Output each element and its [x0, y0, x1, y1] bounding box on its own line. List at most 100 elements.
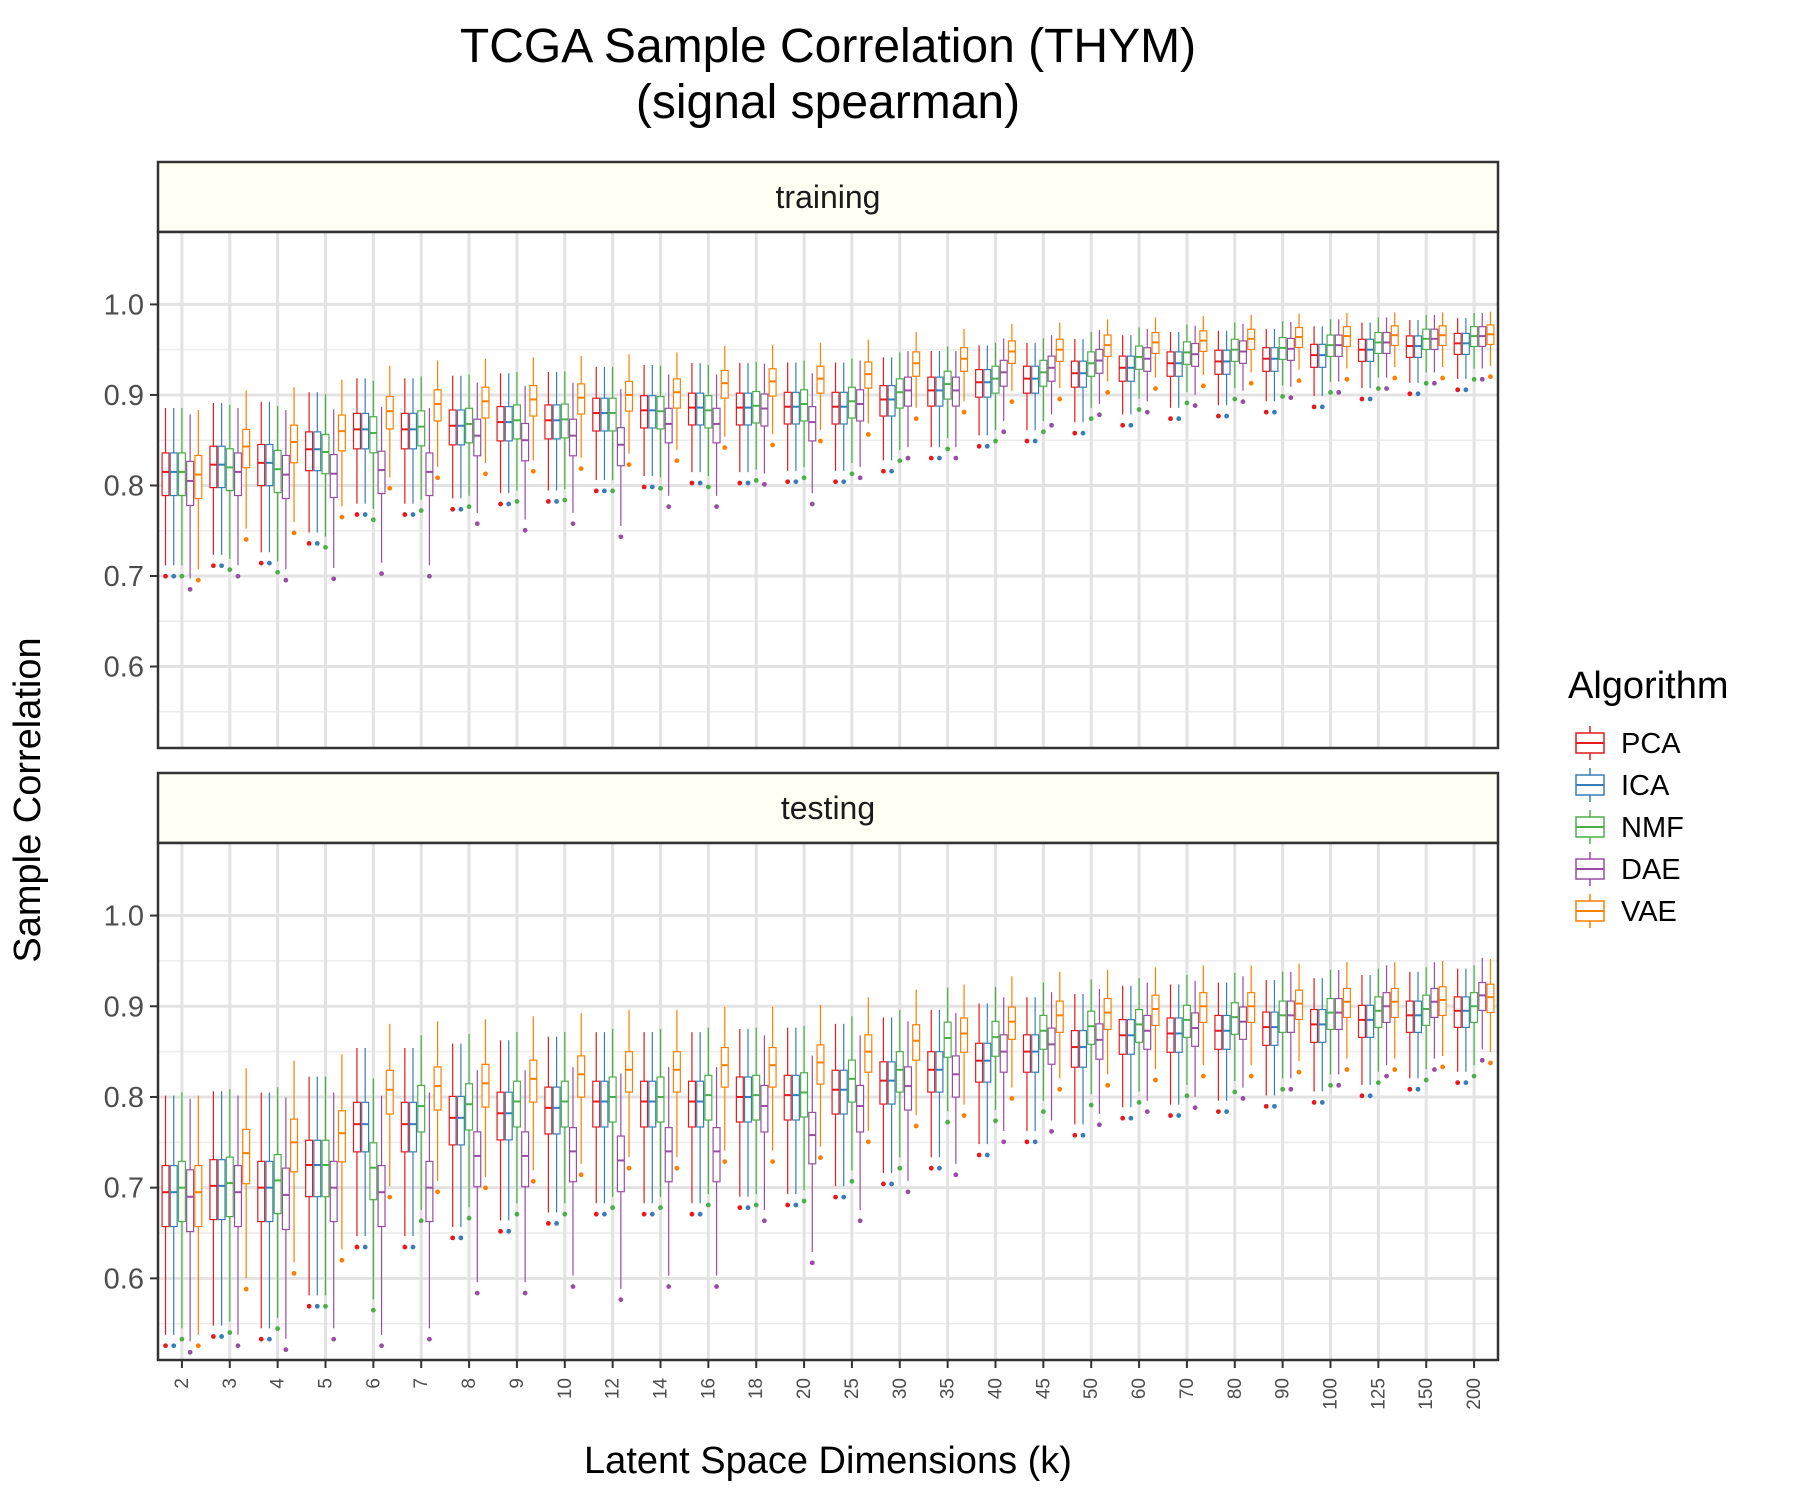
outlier-point — [1032, 438, 1038, 444]
outlier-point — [1344, 376, 1350, 382]
box-dae-k5 — [329, 409, 338, 582]
box-pca-k150 — [1405, 971, 1414, 1092]
outlier-point — [1105, 1082, 1111, 1088]
box-vae-k14 — [672, 1009, 681, 1171]
box-dae-k125 — [1382, 317, 1391, 391]
box-pca-k30 — [879, 1017, 888, 1187]
box-pca-k9 — [496, 1040, 505, 1234]
outlier-point — [809, 501, 815, 507]
box-nmf-k8 — [465, 1034, 474, 1221]
box-ica-k50 — [1078, 339, 1088, 436]
box-dae-k25 — [856, 1035, 865, 1224]
box-vae-k9 — [529, 1016, 538, 1184]
box-vae-k45 — [1055, 971, 1064, 1092]
outlier-point — [1367, 1093, 1373, 1099]
box-dae-k10 — [568, 382, 578, 527]
box-nmf-k10 — [560, 1032, 569, 1217]
box-vae-k80 — [1247, 965, 1256, 1079]
box-nmf-k125 — [1374, 968, 1383, 1086]
box-pca-k60 — [1118, 985, 1127, 1121]
box-pca-k50 — [1070, 994, 1079, 1138]
outlier-point — [275, 1326, 281, 1332]
outlier-point — [1024, 438, 1030, 444]
box-pca-k14 — [640, 1032, 649, 1217]
outlier-point — [1080, 1132, 1086, 1138]
legend-label: ICA — [1621, 770, 1670, 802]
box-ica-k4 — [265, 401, 274, 566]
box-nmf-k2 — [177, 1092, 186, 1342]
box-vae-k2 — [194, 409, 203, 583]
box-dae-k40 — [999, 338, 1008, 435]
y-tick-label: 0.8 — [104, 1082, 144, 1114]
outlier-point — [227, 1330, 233, 1335]
box-pca-k10 — [544, 371, 553, 504]
box-ica-k70 — [1174, 984, 1183, 1118]
box-ica-k25 — [839, 1023, 848, 1200]
box-nmf-k18 — [752, 361, 761, 483]
box-pca-k18 — [735, 1028, 744, 1211]
x-tick-label: 125 — [1368, 1378, 1389, 1410]
outlier-point — [818, 438, 823, 444]
box-pca-k50 — [1070, 339, 1079, 436]
box-vae-k150 — [1438, 961, 1447, 1070]
box-pca-k2 — [161, 1095, 170, 1349]
outlier-point — [314, 1303, 320, 1309]
outlier-point — [626, 462, 632, 468]
x-tick-label: 200 — [1464, 1378, 1485, 1410]
outlier-point — [793, 1202, 799, 1208]
box-dae-k8 — [473, 382, 482, 527]
box-vae-k10 — [577, 1013, 586, 1178]
box-dae-k8 — [473, 1070, 482, 1296]
box-vae-k90 — [1294, 313, 1304, 384]
outlier-point — [737, 1205, 743, 1211]
box-ica-k150 — [1413, 971, 1423, 1092]
box-nmf-k5 — [321, 1076, 330, 1309]
outlier-point — [1440, 375, 1446, 381]
outlier-point — [291, 1270, 297, 1276]
box-dae-k35 — [951, 351, 960, 461]
outlier-point — [1128, 1115, 1134, 1121]
outlier-point — [1176, 416, 1182, 422]
outlier-point — [530, 468, 536, 474]
outlier-point — [506, 501, 512, 507]
box-nmf-k12 — [608, 366, 617, 494]
outlier-point — [1384, 386, 1389, 391]
box-nmf-k50 — [1087, 332, 1096, 422]
outlier-point — [1009, 399, 1015, 405]
outlier-point — [1392, 375, 1398, 381]
box-nmf-k45 — [1039, 982, 1048, 1115]
outlier-point — [306, 1303, 312, 1309]
outlier-point — [857, 1218, 863, 1224]
outlier-point — [905, 455, 911, 461]
box-dae-k100 — [1334, 969, 1343, 1088]
outlier-point — [993, 438, 998, 444]
outlier-point — [1336, 390, 1342, 395]
x-tick-label: 16 — [698, 1378, 719, 1399]
box-nmf-k200 — [1470, 313, 1479, 382]
outlier-point — [1280, 393, 1286, 399]
outlier-point — [323, 544, 328, 550]
box-dae-k150 — [1430, 962, 1439, 1072]
box-nmf-k100 — [1326, 319, 1335, 395]
box-nmf-k60 — [1135, 978, 1144, 1105]
box-ica-k200 — [1461, 968, 1470, 1086]
outlier-point — [243, 1286, 249, 1292]
outlier-point — [1423, 380, 1429, 386]
box-dae-k12 — [616, 389, 625, 540]
outlier-point — [1009, 1096, 1015, 1101]
box-dae-k90 — [1286, 971, 1295, 1092]
box-pca-k45 — [1022, 342, 1032, 444]
outlier-point — [1375, 386, 1381, 391]
y-tick-label: 0.7 — [104, 561, 144, 593]
outlier-point — [1263, 409, 1269, 415]
outlier-point — [179, 1336, 185, 1342]
box-dae-k16 — [712, 374, 721, 510]
outlier-point — [1455, 1080, 1461, 1086]
panel-testing: testing 0.6 0.7 0.8 0.9 1.0 — [104, 771, 1500, 1362]
outlier-point — [937, 455, 942, 461]
x-tick-label: 5 — [316, 1378, 337, 1389]
box-nmf-k16 — [704, 364, 713, 490]
box-nmf-k16 — [704, 1027, 713, 1208]
outlier-point — [753, 1202, 759, 1208]
x-tick-label: 9 — [507, 1378, 528, 1389]
